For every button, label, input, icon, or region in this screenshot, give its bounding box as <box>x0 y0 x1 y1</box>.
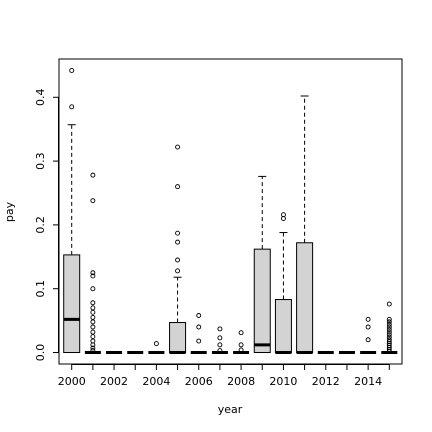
outlier-point-2001-13 <box>90 273 96 279</box>
outlier-point-2015-10 <box>386 327 392 332</box>
box-body-2005 <box>169 322 187 354</box>
y-tick-label-3: 0.3 <box>34 152 47 170</box>
box-2009 <box>253 175 271 354</box>
outlier-point-2014-0 <box>365 337 371 343</box>
x-axis-title: year <box>218 403 243 416</box>
outlier-point-2015-8 <box>386 332 392 338</box>
outlier-point-2001-10 <box>90 305 96 311</box>
boxes-layer <box>63 68 398 355</box>
box-2011 <box>296 95 314 355</box>
box-body-2009 <box>253 248 271 354</box>
outlier-point-2001-14 <box>90 270 96 276</box>
box-2010 <box>274 212 292 355</box>
outlier-point-2007-2 <box>217 335 223 341</box>
box-body-2011 <box>296 242 314 354</box>
x-tick-label-2006: 2006 <box>185 375 213 388</box>
outlier-point-2005-1 <box>175 257 181 263</box>
outlier-point-2006-0 <box>196 338 202 344</box>
outlier-point-2015-6 <box>386 337 392 343</box>
outlier-point-2001-11 <box>90 300 96 306</box>
outlier-point-2014-1 <box>365 324 371 330</box>
outlier-point-2001-8 <box>90 314 96 320</box>
outlier-point-2015-14 <box>386 316 392 322</box>
outlier-point-2001-3 <box>90 338 96 344</box>
box-2008 <box>233 330 250 355</box>
outlier-point-2007-0 <box>217 348 223 354</box>
x-tick-label-2010: 2010 <box>269 375 297 388</box>
y-axis-title: pay <box>3 201 16 222</box>
outlier-point-2007-3 <box>217 326 223 332</box>
box-2001 <box>84 172 101 355</box>
outlier-point-2015-15 <box>386 301 392 307</box>
outlier-point-2001-0 <box>90 348 96 354</box>
box-body-2010 <box>274 299 292 354</box>
outlier-point-2000-1 <box>69 68 75 73</box>
outlier-point-2005-4 <box>175 184 181 190</box>
x-tick-label-2000: 2000 <box>58 375 86 388</box>
outlier-point-2014-2 <box>365 316 371 322</box>
outlier-point-2008-0 <box>238 347 244 353</box>
y-tick-label-2: 0.2 <box>34 216 47 234</box>
outlier-point-2001-15 <box>90 198 96 204</box>
box-2014 <box>360 316 377 355</box>
outlier-point-2007-1 <box>217 342 223 348</box>
x-tick-label-2012: 2012 <box>312 375 340 388</box>
x-tick-label-2002: 2002 <box>100 375 128 388</box>
box-2004 <box>148 341 165 355</box>
outlier-point-2005-2 <box>175 239 181 245</box>
outlier-point-2008-1 <box>238 342 244 348</box>
y-axis: 0.0 0.1 0.2 0.3 0.4 <box>34 89 59 362</box>
outlier-point-2008-2 <box>238 330 244 336</box>
box-body-2000 <box>63 254 81 354</box>
outlier-point-2006-1 <box>196 324 202 330</box>
outlier-point-2001-5 <box>90 329 96 335</box>
outlier-point-2001-9 <box>90 309 96 315</box>
box-2006 <box>190 313 207 355</box>
outlier-point-2015-11 <box>386 324 392 330</box>
outlier-point-2015-12 <box>386 321 392 327</box>
outlier-point-2004-0 <box>153 341 159 347</box>
outlier-point-2001-6 <box>90 324 96 330</box>
outlier-point-2001-1 <box>90 345 96 351</box>
outlier-point-2015-13 <box>386 319 392 325</box>
box-2015 <box>381 301 398 355</box>
outlier-point-2015-5 <box>386 339 392 345</box>
outlier-point-2005-0 <box>175 268 181 274</box>
box-2005 <box>169 144 187 355</box>
outlier-point-2001-12 <box>90 286 96 292</box>
y-tick-label-0: 0.0 <box>34 344 47 362</box>
outlier-point-2010-1 <box>280 212 286 218</box>
outlier-point-2006-2 <box>196 313 202 318</box>
outlier-point-2000-0 <box>69 104 75 110</box>
outlier-point-2015-7 <box>386 334 392 340</box>
box-2000 <box>63 68 81 354</box>
outlier-point-2015-9 <box>386 329 392 335</box>
outlier-point-2005-5 <box>175 144 181 150</box>
y-tick-label-4: 0.4 <box>34 89 47 107</box>
box-2007 <box>211 326 228 355</box>
x-tick-label-2014: 2014 <box>354 375 382 388</box>
outlier-point-2005-3 <box>175 230 181 236</box>
outlier-point-2001-16 <box>90 172 96 178</box>
x-tick-label-2008: 2008 <box>227 375 255 388</box>
y-tick-label-1: 0.1 <box>34 280 47 298</box>
outlier-point-2001-4 <box>90 334 96 340</box>
x-axis: 2000 2002 2004 2006 2008 2010 2012 2014 <box>58 364 390 388</box>
x-tick-label-2004: 2004 <box>142 375 170 388</box>
outlier-point-2001-7 <box>90 319 96 325</box>
